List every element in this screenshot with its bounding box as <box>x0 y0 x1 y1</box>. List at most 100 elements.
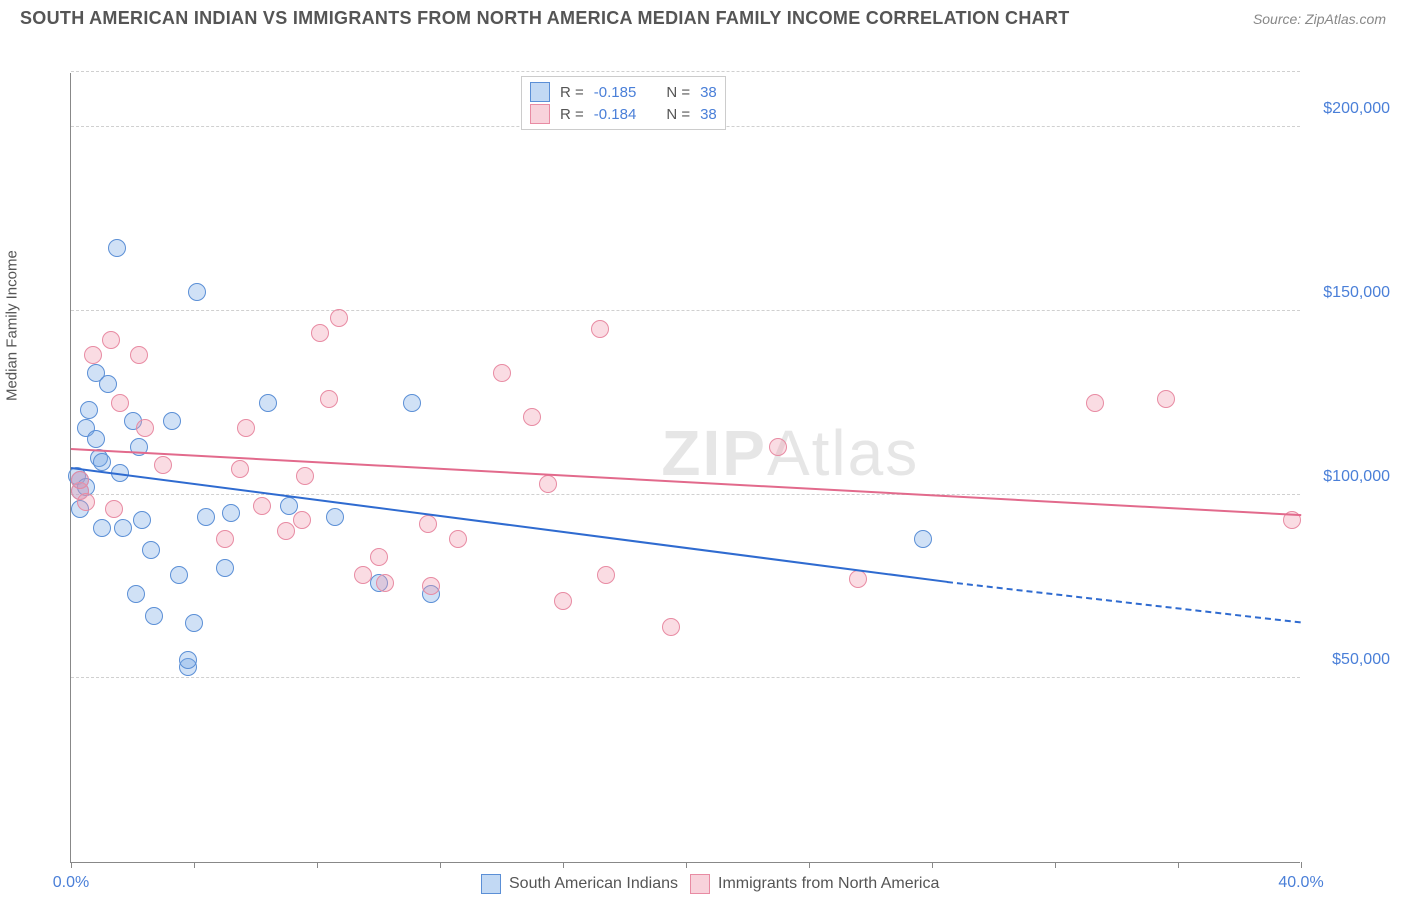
data-point <box>311 324 329 342</box>
y-tick-label: $50,000 <box>1310 651 1390 669</box>
legend-swatch <box>530 82 550 102</box>
data-point <box>354 566 372 584</box>
data-point <box>185 614 203 632</box>
data-point <box>222 504 240 522</box>
data-point <box>419 515 437 533</box>
y-tick-label: $150,000 <box>1310 284 1390 302</box>
data-point <box>376 574 394 592</box>
x-tick <box>809 862 810 868</box>
data-point <box>662 618 680 636</box>
n-label: N = <box>666 106 690 123</box>
y-tick-label: $100,000 <box>1310 468 1390 486</box>
data-point <box>216 559 234 577</box>
x-tick <box>1301 862 1302 868</box>
data-point <box>1157 390 1175 408</box>
x-tick <box>563 862 564 868</box>
stats-legend-row: R =-0.185N =38 <box>530 81 717 103</box>
data-point <box>296 467 314 485</box>
data-point <box>326 508 344 526</box>
legend-item: Immigrants from North America <box>690 874 939 894</box>
data-point <box>422 577 440 595</box>
data-point <box>102 331 120 349</box>
x-tick-label: 40.0% <box>1278 874 1323 892</box>
data-point <box>87 430 105 448</box>
x-tick <box>1055 862 1056 868</box>
data-point <box>849 570 867 588</box>
x-tick <box>440 862 441 868</box>
data-point <box>127 585 145 603</box>
legend-label: South American Indians <box>509 875 678 893</box>
data-point <box>93 453 111 471</box>
data-point <box>105 500 123 518</box>
correlation-chart: Median Family Income $50,000$100,000$150… <box>20 33 1386 903</box>
data-point <box>259 394 277 412</box>
gridline <box>71 494 1300 495</box>
y-axis-label: Median Family Income <box>4 250 21 401</box>
data-point <box>330 309 348 327</box>
data-point <box>136 419 154 437</box>
data-point <box>142 541 160 559</box>
r-label: R = <box>560 106 584 123</box>
trend-line <box>947 581 1301 623</box>
data-point <box>154 456 172 474</box>
gridline <box>71 310 1300 311</box>
data-point <box>231 460 249 478</box>
legend-label: Immigrants from North America <box>718 875 939 893</box>
data-point <box>84 346 102 364</box>
x-tick-label: 0.0% <box>53 874 89 892</box>
data-point <box>769 438 787 456</box>
data-point <box>163 412 181 430</box>
source-attribution: Source: ZipAtlas.com <box>1253 11 1386 27</box>
x-tick <box>1178 862 1179 868</box>
data-point <box>493 364 511 382</box>
data-point <box>591 320 609 338</box>
data-point <box>253 497 271 515</box>
watermark: ZIPAtlas <box>661 416 919 490</box>
data-point <box>179 651 197 669</box>
y-tick-label: $200,000 <box>1310 100 1390 118</box>
data-point <box>523 408 541 426</box>
data-point <box>216 530 234 548</box>
x-tick <box>932 862 933 868</box>
data-point <box>293 511 311 529</box>
legend-item: South American Indians <box>481 874 678 894</box>
data-point <box>71 471 89 489</box>
data-point <box>370 548 388 566</box>
data-point <box>188 283 206 301</box>
data-point <box>93 519 111 537</box>
series-legend: South American Indians Immigrants from No… <box>481 874 939 894</box>
data-point <box>554 592 572 610</box>
r-label: R = <box>560 84 584 101</box>
data-point <box>111 394 129 412</box>
n-value: 38 <box>700 106 717 123</box>
stats-legend-row: R =-0.184N =38 <box>530 103 717 125</box>
data-point <box>277 522 295 540</box>
x-tick <box>71 862 72 868</box>
data-point <box>449 530 467 548</box>
x-tick <box>194 862 195 868</box>
chart-header: SOUTH AMERICAN INDIAN VS IMMIGRANTS FROM… <box>0 0 1406 33</box>
data-point <box>108 239 126 257</box>
chart-title: SOUTH AMERICAN INDIAN VS IMMIGRANTS FROM… <box>20 8 1070 29</box>
legend-swatch <box>481 874 501 894</box>
stats-legend: R =-0.185N =38R =-0.184N =38 <box>521 76 726 130</box>
r-value: -0.185 <box>594 84 637 101</box>
data-point <box>170 566 188 584</box>
x-tick <box>317 862 318 868</box>
data-point <box>597 566 615 584</box>
data-point <box>130 346 148 364</box>
x-tick <box>686 862 687 868</box>
data-point <box>99 375 117 393</box>
data-point <box>539 475 557 493</box>
legend-swatch <box>530 104 550 124</box>
data-point <box>914 530 932 548</box>
data-point <box>237 419 255 437</box>
data-point <box>133 511 151 529</box>
data-point <box>114 519 132 537</box>
n-label: N = <box>666 84 690 101</box>
data-point <box>145 607 163 625</box>
plot-area: $50,000$100,000$150,000$200,0000.0%40.0%… <box>70 73 1300 863</box>
legend-swatch <box>690 874 710 894</box>
gridline <box>71 71 1300 72</box>
data-point <box>403 394 421 412</box>
